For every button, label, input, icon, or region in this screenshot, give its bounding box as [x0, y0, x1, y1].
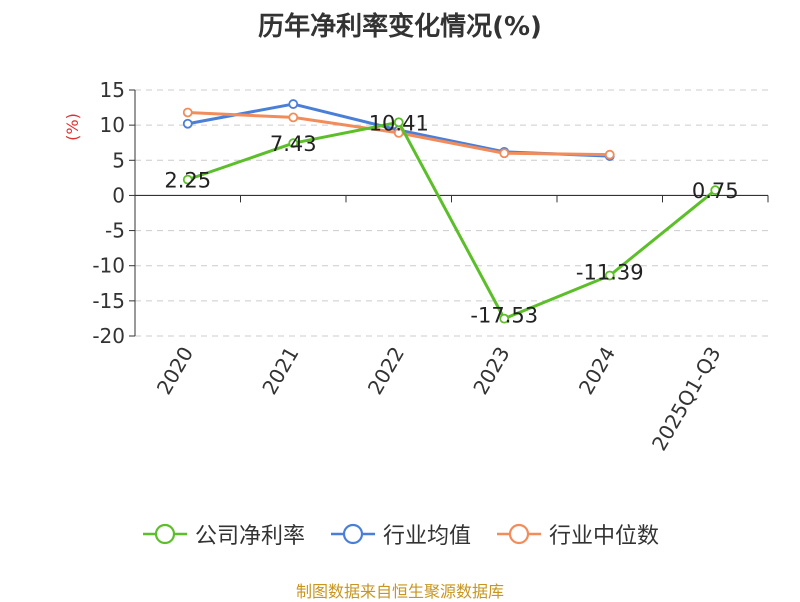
legend-label: 公司净利率 — [194, 524, 305, 549]
data-point — [288, 138, 299, 149]
legend: 公司净利率 行业均值 行业中位数 — [0, 518, 800, 550]
y-tick-label: 10 — [100, 113, 125, 137]
legend-swatch-marker — [508, 523, 530, 545]
y-tick-label: -5 — [105, 219, 125, 243]
y-tick-label: 15 — [100, 78, 125, 102]
y-tick-label: -15 — [92, 289, 125, 313]
data-point — [604, 270, 615, 281]
data-point — [288, 99, 299, 109]
y-tick-label: 0 — [112, 183, 125, 207]
x-tick-label: 2022 — [363, 343, 409, 399]
legend-swatch-marker — [154, 523, 176, 545]
data-point — [288, 112, 299, 123]
data-label: -17.53 — [470, 304, 538, 328]
legend-swatch — [330, 523, 375, 545]
data-label: 7.43 — [270, 132, 317, 156]
data-point — [182, 107, 193, 118]
source-note: 制图数据来自恒生聚源数据库 — [295, 582, 504, 601]
data-label: 0.75 — [692, 179, 739, 203]
series-line — [187, 120, 717, 321]
data-point — [604, 149, 615, 160]
x-tick-label: 2024 — [574, 343, 620, 399]
grid-layer — [135, 89, 768, 337]
data-label-layer: 2.25 7.43 10.41 -17.53 -11.39 0.75 — [164, 111, 738, 327]
legend-swatch — [497, 523, 541, 545]
x-tick-label: 2025Q1-Q3 — [647, 343, 726, 455]
x-tick-label: 2021 — [257, 343, 303, 399]
y-tick-label: 5 — [112, 148, 125, 172]
data-label: 10.41 — [369, 111, 429, 135]
data-label: 2.25 — [164, 169, 211, 193]
chart-title: 历年净利率变化情况(%) — [258, 12, 542, 42]
legend-swatch-marker — [342, 523, 364, 545]
legend-item[interactable]: 行业中位数 — [495, 518, 659, 550]
data-point — [710, 185, 721, 196]
data-point — [182, 174, 193, 185]
x-tick-label: 2023 — [468, 343, 514, 399]
data-point — [499, 313, 510, 324]
data-label: -11.39 — [576, 260, 644, 284]
y-tick-label: -10 — [92, 254, 125, 278]
legend-item[interactable]: 行业均值 — [329, 518, 471, 550]
y-tick-label: -20 — [92, 324, 125, 348]
legend-label: 行业均值 — [382, 524, 471, 549]
legend-swatch — [142, 523, 187, 545]
data-point — [499, 148, 510, 159]
x-tick-label: 2020 — [152, 343, 198, 399]
data-point — [393, 117, 404, 128]
series-layer — [182, 99, 721, 324]
data-point — [182, 118, 193, 129]
y-axis-label: (%) — [63, 113, 82, 141]
legend-label: 行业中位数 — [549, 524, 660, 549]
legend-item[interactable]: 公司净利率 — [141, 518, 305, 550]
